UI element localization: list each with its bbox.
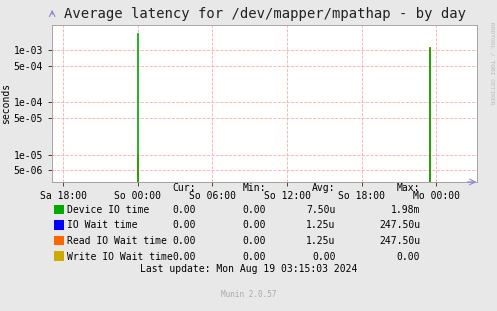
Text: Munin 2.0.57: Munin 2.0.57 bbox=[221, 290, 276, 299]
Text: Write IO Wait time: Write IO Wait time bbox=[67, 252, 173, 262]
Text: 247.50u: 247.50u bbox=[379, 220, 420, 230]
Text: 1.25u: 1.25u bbox=[306, 220, 335, 230]
Text: 0.00: 0.00 bbox=[243, 252, 266, 262]
Text: Avg:: Avg: bbox=[312, 183, 335, 193]
Text: 0.00: 0.00 bbox=[243, 220, 266, 230]
Text: Read IO Wait time: Read IO Wait time bbox=[67, 236, 167, 246]
Text: Last update: Mon Aug 19 03:15:03 2024: Last update: Mon Aug 19 03:15:03 2024 bbox=[140, 264, 357, 274]
Title: Average latency for /dev/mapper/mpathap - by day: Average latency for /dev/mapper/mpathap … bbox=[64, 7, 466, 21]
Text: Device IO time: Device IO time bbox=[67, 205, 149, 215]
Y-axis label: seconds: seconds bbox=[1, 83, 11, 124]
Text: 0.00: 0.00 bbox=[173, 236, 196, 246]
Text: 0.00: 0.00 bbox=[173, 252, 196, 262]
Text: 247.50u: 247.50u bbox=[379, 236, 420, 246]
Text: 0.00: 0.00 bbox=[173, 220, 196, 230]
Text: 7.50u: 7.50u bbox=[306, 205, 335, 215]
Text: 1.98m: 1.98m bbox=[391, 205, 420, 215]
Text: 0.00: 0.00 bbox=[243, 205, 266, 215]
Text: IO Wait time: IO Wait time bbox=[67, 220, 138, 230]
Text: 0.00: 0.00 bbox=[312, 252, 335, 262]
Text: 0.00: 0.00 bbox=[173, 205, 196, 215]
Text: RRDTOOL / TOBI OETIKER: RRDTOOL / TOBI OETIKER bbox=[490, 22, 495, 104]
Text: 1.25u: 1.25u bbox=[306, 236, 335, 246]
Text: 0.00: 0.00 bbox=[243, 236, 266, 246]
Text: Cur:: Cur: bbox=[173, 183, 196, 193]
Text: 0.00: 0.00 bbox=[397, 252, 420, 262]
Text: Max:: Max: bbox=[397, 183, 420, 193]
Text: Min:: Min: bbox=[243, 183, 266, 193]
